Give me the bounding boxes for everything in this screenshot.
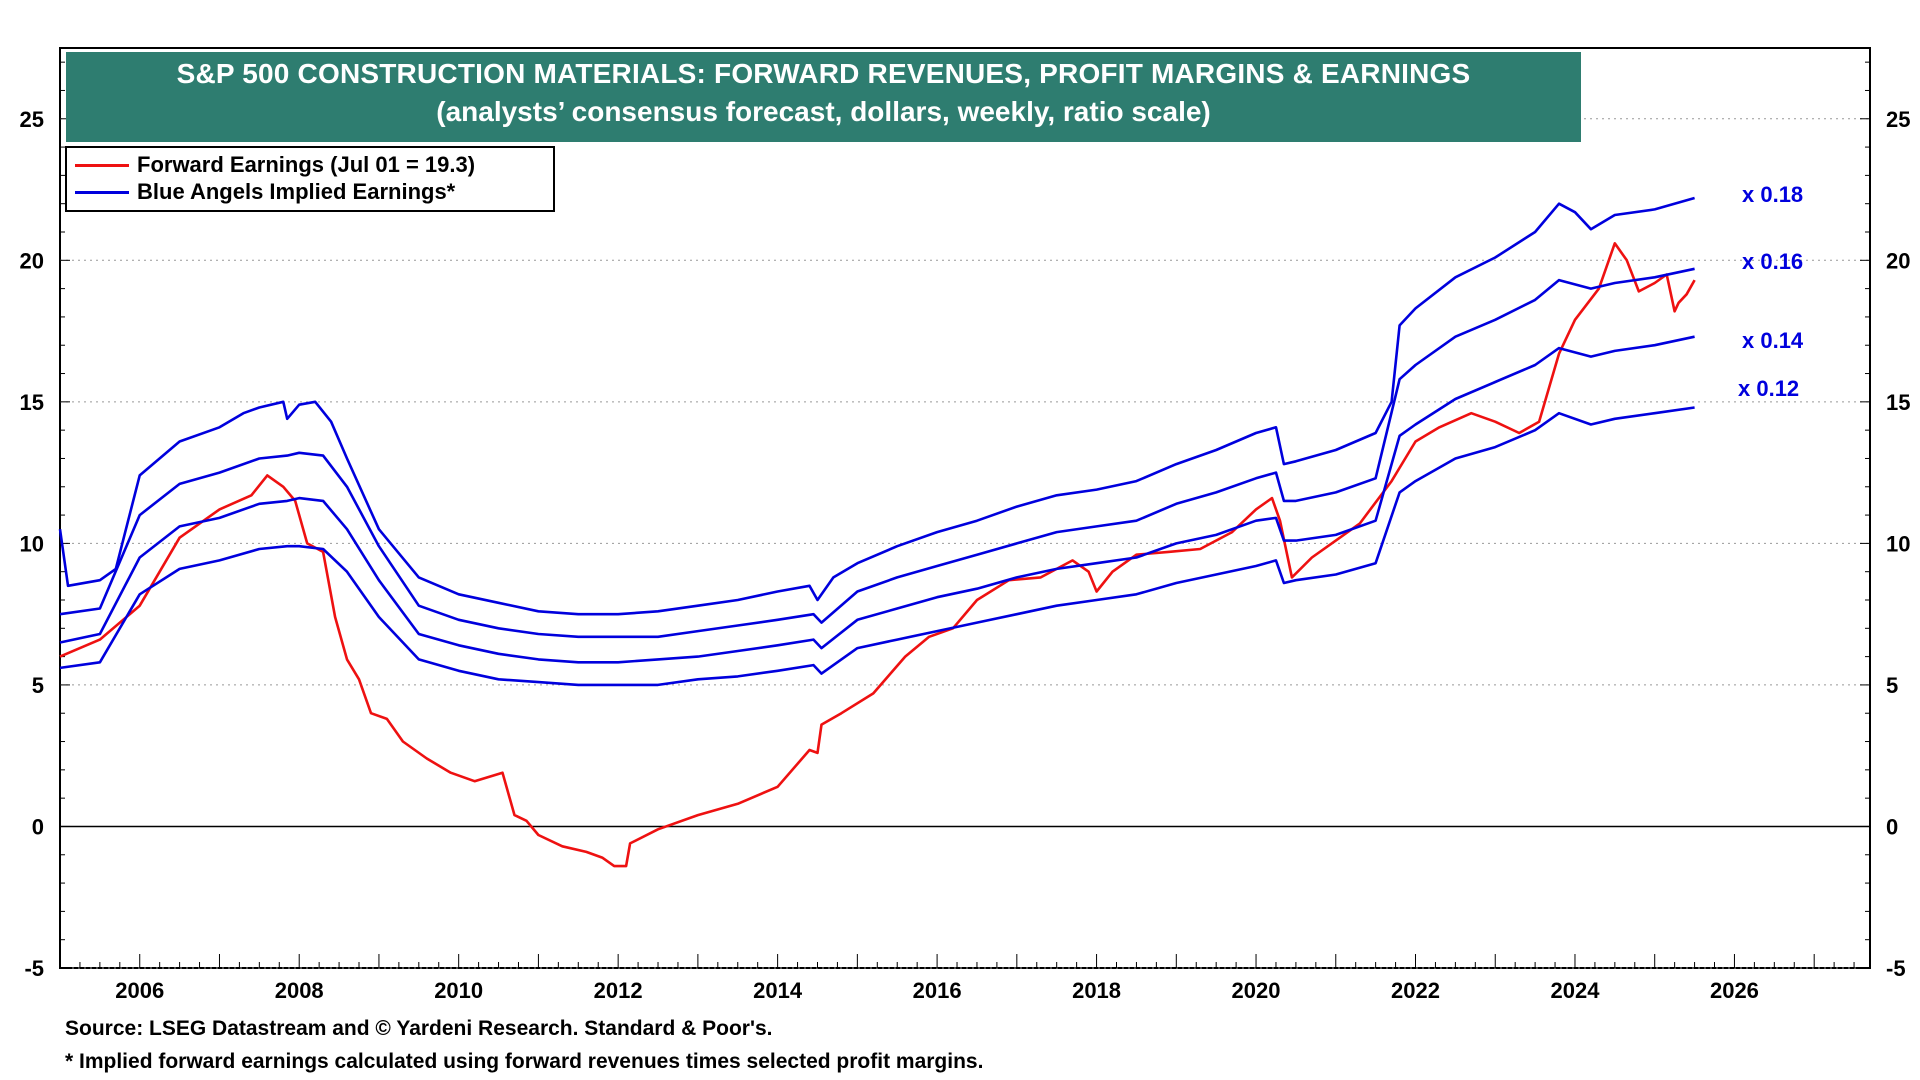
ytick-label-left: -5	[24, 956, 44, 981]
ytick-label-right: 10	[1886, 531, 1910, 556]
legend-item-forward-earnings: Forward Earnings (Jul 01 = 19.3)	[75, 152, 475, 178]
series-implied-earnings-3	[59, 335, 1695, 664]
legend-swatch-red	[75, 163, 129, 167]
multiplier-label-018: x 0.18	[1742, 182, 1804, 207]
xtick-label: 2012	[594, 978, 643, 1003]
xtick-label: 2010	[434, 978, 483, 1003]
chart-title: S&P 500 CONSTRUCTION MATERIALS: FORWARD …	[176, 58, 1471, 89]
series-implied-earnings-4	[59, 406, 1695, 687]
legend: Forward Earnings (Jul 01 = 19.3) Blue An…	[65, 146, 555, 212]
xtick-label: 2022	[1391, 978, 1440, 1003]
ytick-label-right: 0	[1886, 814, 1898, 839]
ytick-label-right: 5	[1886, 673, 1898, 698]
xtick-label: 2018	[1072, 978, 1121, 1003]
xtick-label: 2020	[1232, 978, 1281, 1003]
plot-frame	[59, 47, 1871, 969]
chart-subtitle: (analysts’ consensus forecast, dollars, …	[436, 96, 1211, 127]
xtick-label: 2024	[1551, 978, 1601, 1003]
ytick-label-left: 0	[32, 814, 44, 839]
ytick-label-left: 5	[32, 673, 44, 698]
ytick-label-right: -5	[1886, 956, 1906, 981]
footnote: * Implied forward earnings calculated us…	[65, 1050, 984, 1073]
ytick-label-left: 15	[20, 390, 44, 415]
xtick-label: 2006	[115, 978, 164, 1003]
ytick-label-left: 25	[20, 107, 44, 132]
legend-label-forward-earnings: Forward Earnings (Jul 01 = 19.3)	[137, 152, 476, 177]
ytick-label-left: 10	[20, 531, 44, 556]
ytick-label-right: 25	[1886, 107, 1910, 132]
multiplier-label-016: x 0.16	[1742, 249, 1804, 274]
ytick-label-right: 20	[1886, 248, 1910, 273]
xtick-label: 2008	[275, 978, 324, 1003]
legend-item-blue-angels: Blue Angels Implied Earnings*	[75, 179, 455, 205]
multiplier-label-014: x 0.14	[1742, 328, 1804, 353]
series-implied-earnings-2	[59, 267, 1695, 639]
series-implied-earnings-1	[58, 196, 1695, 616]
xtick-label: 2014	[753, 978, 803, 1003]
legend-swatch-blue	[75, 190, 129, 194]
ytick-label-right: 15	[1886, 390, 1910, 415]
chart-title-box: S&P 500 CONSTRUCTION MATERIALS: FORWARD …	[66, 52, 1581, 142]
xtick-label: 2016	[913, 978, 962, 1003]
xtick-label: 2026	[1710, 978, 1759, 1003]
ytick-label-left: 20	[20, 248, 44, 273]
multiplier-label-012: x 0.12	[1738, 376, 1800, 401]
source-note: Source: LSEG Datastream and © Yardeni Re…	[65, 1017, 773, 1040]
series-forward-earnings	[59, 242, 1696, 868]
legend-label-blue-angels: Blue Angels Implied Earnings*	[137, 179, 456, 204]
